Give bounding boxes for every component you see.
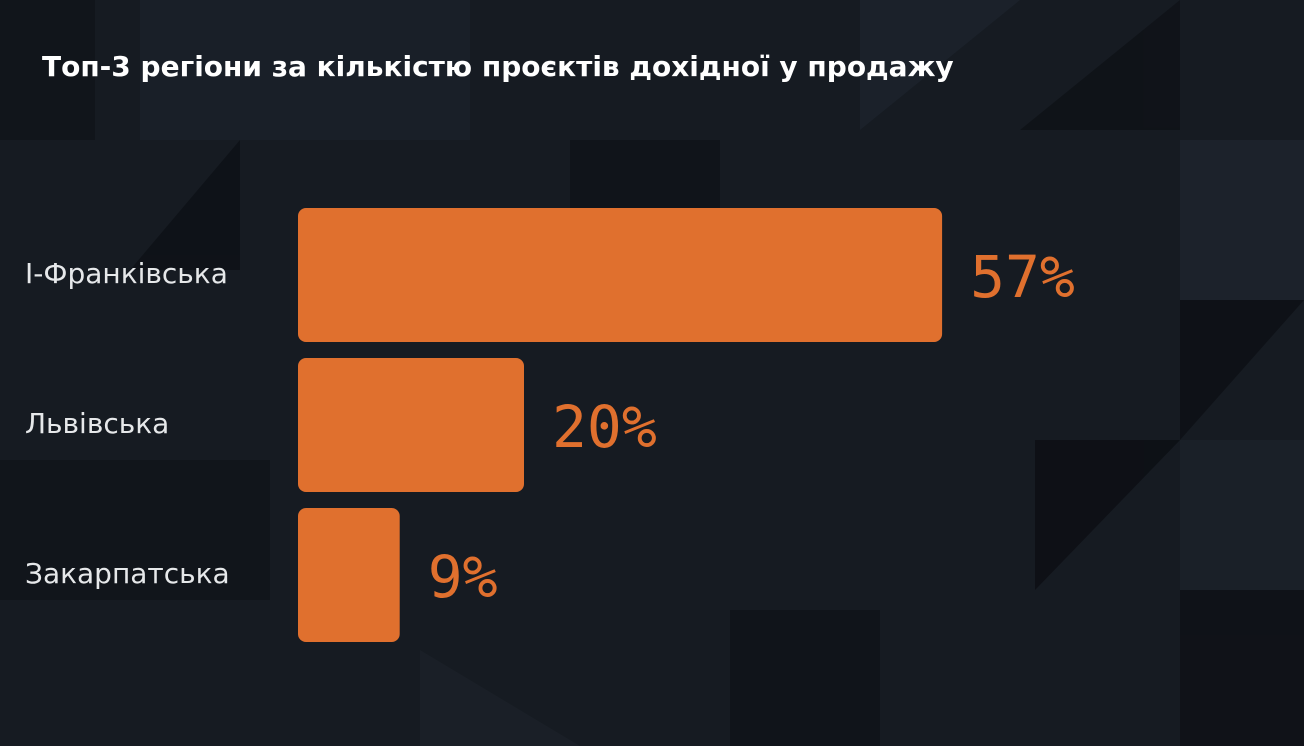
value-label: 57% bbox=[970, 243, 1075, 311]
value-label: 20% bbox=[552, 393, 657, 461]
chart-title: Топ-3 регіони за кількістю проєктів дохі… bbox=[42, 50, 954, 83]
value-label: 9% bbox=[428, 543, 498, 611]
bar bbox=[298, 358, 524, 492]
bar bbox=[298, 208, 943, 342]
category-label: Львівська bbox=[25, 407, 169, 440]
bar bbox=[298, 508, 400, 642]
category-label: І-Франківська bbox=[25, 257, 228, 290]
category-label: Закарпатська bbox=[25, 557, 230, 590]
